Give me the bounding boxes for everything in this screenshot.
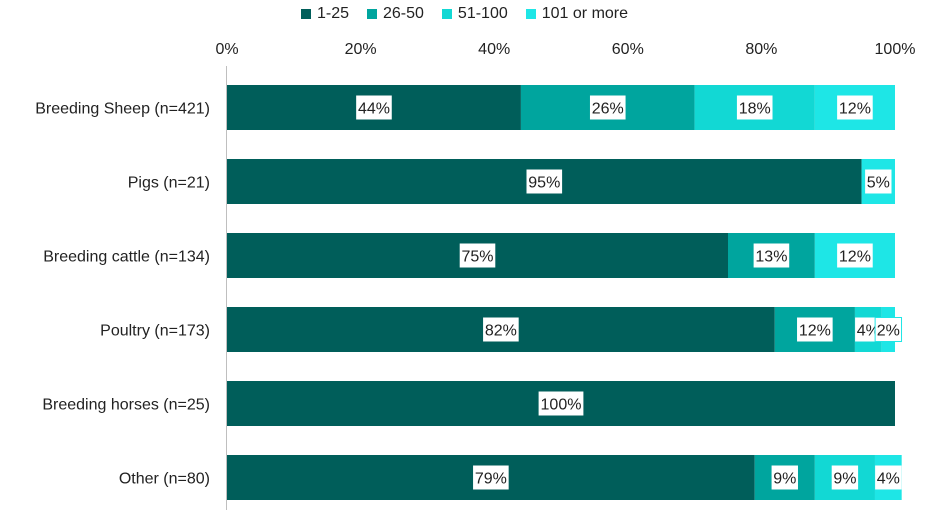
legend-item: 101 or more: [525, 5, 629, 23]
data-label: 18%: [739, 101, 771, 118]
data-label-box: [526, 169, 563, 194]
legend-label: 1-25: [316, 5, 349, 22]
legend-item: 51-100: [441, 5, 508, 23]
legend-label: 101 or more: [541, 5, 629, 22]
data-label-box: [459, 243, 496, 268]
data-label: 100%: [541, 397, 582, 414]
x-tick-label: 100%: [875, 41, 916, 58]
data-label: 79%: [475, 471, 507, 488]
data-label-box: [865, 169, 892, 194]
data-label-box: [874, 317, 903, 342]
data-label-box: [837, 95, 873, 120]
data-label: 12%: [799, 323, 831, 340]
data-label-box: [753, 243, 790, 268]
x-tick-label: 60%: [612, 41, 644, 58]
x-tick-label: 40%: [478, 41, 510, 58]
x-tick-label: 0%: [215, 41, 238, 58]
data-label: 13%: [755, 249, 787, 266]
data-label: 26%: [592, 101, 624, 118]
x-tick-label: 20%: [345, 41, 377, 58]
legend-swatch: [367, 9, 377, 19]
legend-label: 26-50: [383, 5, 424, 22]
data-label: 12%: [839, 249, 871, 266]
data-label: 82%: [485, 323, 517, 340]
data-label: 75%: [461, 249, 493, 266]
x-tick-label: 80%: [745, 41, 777, 58]
data-label: 2%: [877, 323, 900, 340]
data-label: 12%: [839, 101, 871, 118]
legend-item: 26-50: [367, 5, 424, 23]
data-label-box: [736, 95, 773, 120]
data-label-box: [771, 465, 798, 490]
legend-swatch: [441, 9, 452, 19]
legend-swatch: [525, 9, 536, 19]
category-label: Breeding Sheep (n=421): [35, 101, 210, 118]
category-label: Poultry (n=173): [100, 323, 210, 340]
category-label: Breeding cattle (n=134): [43, 249, 210, 266]
data-label-box: [837, 243, 873, 268]
chart-legend: 1-25 26-50 51-100 101 or more: [0, 5, 929, 23]
data-label: 9%: [833, 471, 856, 488]
category-label: Pigs (n=21): [128, 175, 210, 192]
data-label-box: [538, 391, 584, 416]
legend-label: 51-100: [457, 5, 508, 22]
data-label-box: [797, 317, 833, 342]
data-label-box: [356, 95, 392, 120]
legend-item: 1-25: [300, 5, 349, 23]
data-label-box: [483, 317, 519, 342]
data-label-box: [589, 95, 626, 120]
data-label-box: [875, 465, 902, 490]
data-label: 9%: [773, 471, 796, 488]
data-label: 44%: [358, 101, 390, 118]
category-label: Breeding horses (n=25): [42, 397, 210, 414]
data-label-box: [831, 465, 859, 490]
data-label: 95%: [528, 175, 560, 192]
legend-swatch: [300, 9, 311, 19]
category-label: Other (n=80): [119, 471, 210, 488]
data-label: 4%: [877, 471, 900, 488]
data-label: 4%: [857, 323, 880, 340]
data-label-box: [473, 465, 509, 490]
data-label: 5%: [867, 175, 890, 192]
